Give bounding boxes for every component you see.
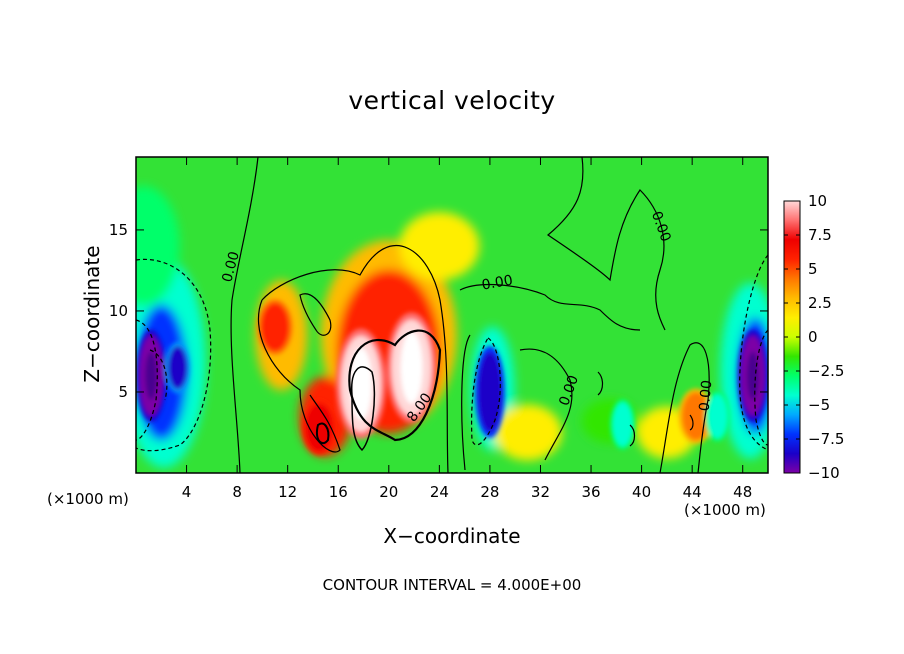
- chart-title: vertical velocity: [348, 86, 556, 115]
- downdraft-core: [136, 329, 167, 422]
- x-tick-label: 4: [182, 483, 192, 501]
- downdraft-core: [704, 390, 730, 442]
- contour-line: [230, 157, 259, 473]
- y-tick-label: 15: [109, 221, 128, 239]
- y-tick-label: 5: [118, 383, 128, 401]
- colorbar-tick-label: 10: [808, 192, 827, 210]
- downdraft-core: [737, 329, 768, 422]
- plot-area: [136, 157, 768, 473]
- contour-label: 0.00: [697, 379, 716, 411]
- colorbar-tick-label: −7.5: [808, 430, 844, 448]
- colorbar-tick-label: 7.5: [808, 226, 832, 244]
- plot-frame: [135, 156, 769, 474]
- field-halo: [399, 212, 480, 281]
- contour-label: 0.00: [219, 250, 243, 284]
- x-tick-label: 36: [581, 483, 600, 501]
- contour-line-negative: [136, 258, 212, 452]
- contour-line: [316, 422, 330, 445]
- contour-line: [257, 299, 341, 453]
- downdraft-core: [474, 345, 505, 438]
- x-axis-unit-left: (×1000 m): [47, 490, 129, 508]
- colorbar-tick-label: 2.5: [808, 294, 832, 312]
- x-axis-unit-right: (×1000 m): [684, 501, 766, 519]
- colorbar-tick-label: −10: [808, 464, 840, 482]
- contour-label: 0.00: [481, 272, 514, 293]
- colorbar-tick-label: −2.5: [808, 362, 844, 380]
- x-tick-label: 48: [733, 483, 752, 501]
- x-tick-label: 44: [683, 483, 702, 501]
- contour-line: [459, 283, 641, 331]
- contour-line: [261, 244, 449, 473]
- colorbar: 10 7.5 5 2.5 0 −2.5 −5 −7.5 −10: [783, 192, 844, 482]
- contour-line: [299, 293, 332, 336]
- x-tick-label: 16: [329, 483, 348, 501]
- colorbar-tick-label: 5: [808, 260, 818, 278]
- contour-line: [659, 342, 710, 473]
- x-tick-label: 24: [430, 483, 449, 501]
- colorbar-tick-label: −5: [808, 396, 830, 414]
- contour-line: [348, 329, 442, 442]
- contour-line: [597, 371, 694, 447]
- contour-line-negative: [136, 319, 158, 441]
- contour-line-negative: [754, 329, 768, 446]
- contour-line: [351, 366, 376, 452]
- contour-line-negative: [739, 254, 768, 451]
- x-tick-label: 28: [480, 483, 499, 501]
- contour-line-negative: [149, 349, 168, 401]
- colorbar-tick-label: 0: [808, 328, 818, 346]
- downdraft-core: [165, 342, 191, 393]
- downdraft-core: [610, 399, 636, 450]
- field-halo: [136, 186, 180, 307]
- x-axis-label: X−coordinate: [383, 524, 521, 548]
- contour-line: [461, 334, 573, 471]
- field-halo: [493, 404, 562, 461]
- y-tick-label: 10: [109, 302, 128, 320]
- x-tick-label: 20: [379, 483, 398, 501]
- updraft-core: [257, 299, 293, 355]
- x-tick-label: 40: [632, 483, 651, 501]
- contour-interval-note: CONTOUR INTERVAL = 4.000E+00: [322, 576, 582, 594]
- contour-line: [547, 157, 666, 331]
- x-tick-label: 32: [531, 483, 550, 501]
- x-tick-label: 8: [232, 483, 242, 501]
- updraft-core: [335, 328, 386, 440]
- x-tick-label: 12: [278, 483, 297, 501]
- contour-line-negative: [471, 337, 501, 446]
